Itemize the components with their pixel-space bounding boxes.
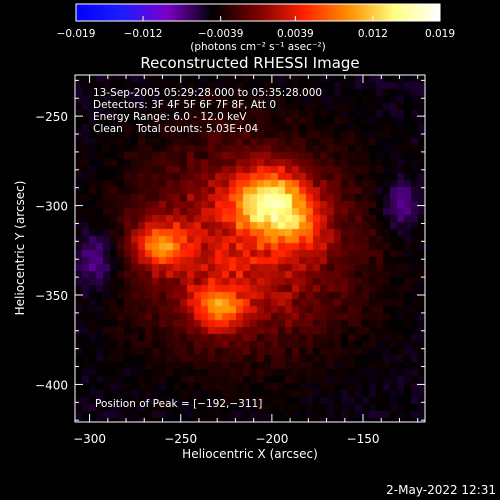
colorbar-tick-label: 0.012	[358, 28, 388, 40]
y-axis-label: Heliocentric Y (arcsec)	[13, 181, 27, 316]
annotation-time-range: 13-Sep-2005 05:29:28.000 to 05:35:28.000	[93, 87, 322, 99]
colorbar-tick-label: −0.019	[57, 28, 96, 40]
y-tick-label: −300	[35, 200, 68, 214]
heatmap-image	[75, 75, 425, 422]
chart-title: Reconstructed RHESSI Image	[140, 54, 359, 72]
annotation-detectors: Detectors: 3F 4F 5F 6F 7F 8F, Att 0	[93, 99, 276, 111]
x-tick-label: −300	[73, 432, 106, 446]
annotation-block: 13-Sep-2005 05:29:28.000 to 05:35:28.000…	[93, 87, 322, 410]
annotation-energy-range: Energy Range: 6.0 - 12.0 keV	[93, 111, 247, 123]
colorbar: −0.019 −0.012 −0.0039 0.0039 0.012 0.019 (pho…	[57, 3, 455, 53]
colorbar-tick-label: −0.0039	[198, 28, 244, 40]
colorbar-tick-label: −0.012	[124, 28, 163, 40]
y-tick-label: −350	[35, 289, 68, 303]
colorbar-tick-label: 0.019	[425, 28, 455, 40]
x-tick-label: −150	[347, 432, 380, 446]
x-tick-label: −200	[255, 432, 288, 446]
plot-area: −300 −250 −200 −150 −250 −300 −350 −400	[35, 74, 426, 446]
x-tick-label: −250	[164, 432, 197, 446]
colorbar-tick-label: 0.0039	[277, 28, 314, 40]
colorbar-units: (photons cm⁻² s⁻¹ asec⁻²)	[190, 41, 325, 53]
y-tick-label: −250	[35, 110, 68, 124]
x-axis-label: Heliocentric X (arcsec)	[182, 447, 318, 461]
y-tick-label: −400	[35, 378, 68, 392]
footer-timestamp: 2-May-2022 12:31	[386, 483, 496, 497]
annotation-peak-position: Position of Peak = [−192,−311]	[95, 398, 262, 410]
colorbar-gradient	[75, 3, 441, 22]
axis-ticks: −300 −250 −200 −150 −250 −300 −350 −400	[35, 75, 425, 446]
annotation-clean-counts: Clean Total counts: 5.03E+04	[93, 123, 258, 135]
plot-frame	[74, 74, 426, 423]
colorbar-ticks: −0.019 −0.012 −0.0039 0.0039 0.012 0.019	[57, 16, 455, 40]
